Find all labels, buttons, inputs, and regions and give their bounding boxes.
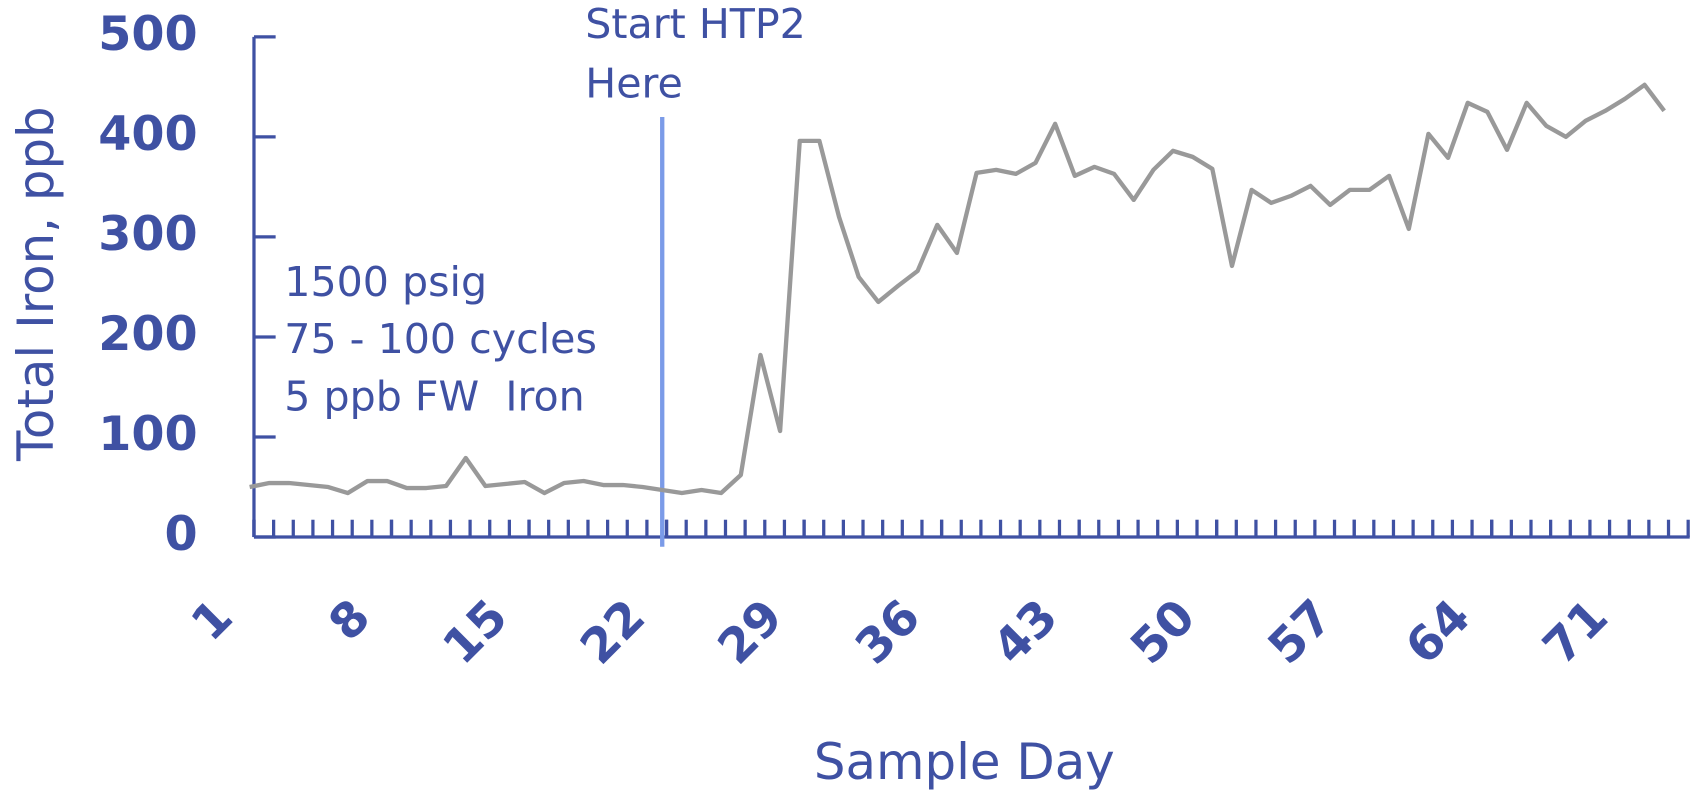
annotation: 75 - 100 cycles [284, 315, 597, 363]
marker-label: Start HTP2 [585, 0, 806, 48]
x-tick-label: 64 [1395, 589, 1481, 675]
annotation: 5 ppb FW Iron [284, 373, 584, 421]
y-tick-label: 200 [98, 307, 197, 362]
x-tick-label: 36 [845, 589, 931, 675]
x-tick-label: 50 [1120, 589, 1206, 675]
y-tick-label: 0 [165, 507, 198, 562]
y-axis-title: Total Iron, ppb [7, 106, 65, 462]
x-axis-title: Sample Day [814, 733, 1115, 791]
annotation: 1500 psig [284, 258, 487, 306]
y-tick-label: 400 [98, 107, 197, 162]
x-tick-label: 71 [1533, 589, 1619, 675]
y-tick-label: 100 [98, 407, 197, 462]
y-tick-label: 500 [98, 7, 197, 62]
x-tick-label: 22 [570, 589, 656, 675]
x-tick-label: 8 [319, 589, 381, 651]
x-tick-label: 15 [433, 589, 519, 675]
x-tick-label: 43 [983, 589, 1069, 675]
data-line [249, 82, 1666, 496]
y-tick-label: 300 [98, 207, 197, 262]
marker-label: Here [585, 60, 683, 108]
x-tick-label: 29 [708, 589, 794, 675]
x-tick-label: 1 [181, 589, 243, 651]
x-tick-label: 57 [1258, 589, 1344, 675]
